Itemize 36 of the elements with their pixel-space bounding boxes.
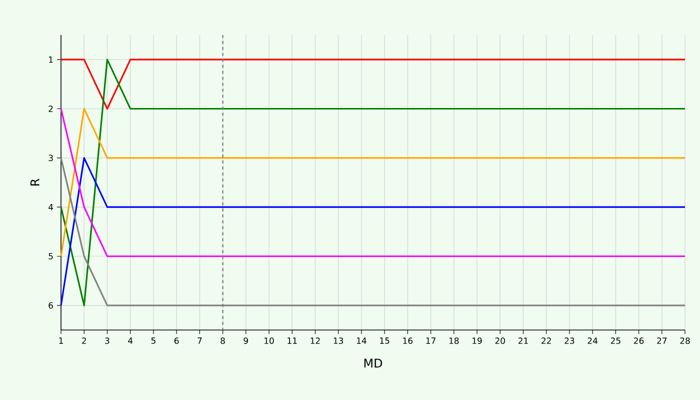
- y-tick-label: 5: [48, 253, 53, 260]
- x-tick-label: 3: [105, 338, 110, 344]
- x-tick-label: 14: [357, 338, 366, 344]
- x-tick-label: 15: [380, 338, 390, 344]
- x-tick-label: 28: [680, 338, 690, 344]
- x-tick-label: 18: [449, 338, 459, 344]
- x-tick-label: 8: [220, 338, 225, 344]
- x-tick-label: 9: [244, 338, 248, 344]
- x-tick-label: 16: [403, 338, 413, 344]
- y-axis-title: R: [30, 178, 40, 186]
- x-tick-label: 27: [657, 338, 667, 344]
- x-tick-label: 1: [59, 338, 63, 344]
- x-tick-label: 5: [151, 338, 156, 344]
- x-tick-label: 7: [198, 338, 202, 344]
- x-tick-label: 19: [472, 338, 482, 344]
- x-tick-label: 22: [542, 338, 551, 344]
- x-tick-label: 24: [588, 338, 598, 344]
- x-tick-label: 21: [518, 338, 528, 344]
- y-tick-label: 6: [48, 302, 53, 309]
- x-tick-label: 13: [334, 338, 344, 344]
- x-axis-title: MD: [364, 358, 382, 368]
- y-tick-label: 4: [48, 204, 54, 210]
- y-tick-label: 3: [48, 154, 53, 162]
- x-tick-label: 2: [82, 338, 86, 344]
- y-tick-label: 1: [49, 56, 53, 63]
- x-tick-label: 17: [426, 338, 436, 344]
- x-tick-label: 12: [310, 338, 320, 344]
- x-tick-label: 20: [495, 338, 505, 344]
- x-tick-label: 11: [288, 338, 297, 344]
- y-tick-label: 2: [48, 106, 53, 112]
- x-tick-label: 6: [174, 338, 179, 344]
- x-tick-label: 4: [128, 338, 133, 344]
- x-tick-label: 10: [264, 338, 274, 344]
- x-tick-label: 26: [634, 338, 644, 344]
- x-tick-label: 23: [564, 338, 574, 344]
- x-tick-label: 25: [610, 338, 620, 344]
